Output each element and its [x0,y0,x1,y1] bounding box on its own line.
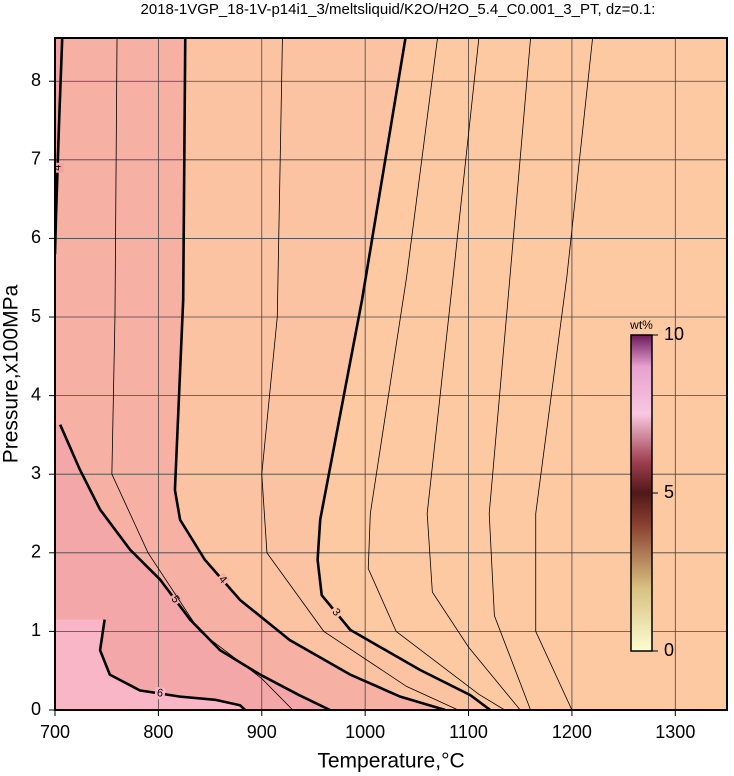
colorbar [630,334,653,652]
contour-line [261,38,459,710]
colorbar-tick-label: 0 [664,640,674,660]
colorbar-tick-label: 10 [664,324,684,344]
contour-line [316,38,492,710]
x-tick-label: 1100 [449,722,488,742]
contour-line [367,38,505,710]
x-tick-label: 800 [143,722,173,742]
y-tick-label: 5 [31,306,41,326]
y-axis-title: Pressure,x100MPa [0,284,23,463]
plot-area: 3 4 4 5 6 [51,38,727,710]
contour-line [111,38,294,710]
x-tick-label: 1200 [552,722,592,742]
contour-label-bg [55,162,64,173]
colorbar-label: wt% [629,318,653,332]
y-tick-label: 7 [31,149,41,169]
contour-fill [55,38,63,255]
x-axis-title: Temperature,°C [317,750,464,773]
y-tick-label: 2 [31,542,41,562]
y-tick-label: 4 [31,384,41,404]
contour-label-group: 3 [328,604,344,621]
colorbar-tick-label: 5 [664,482,674,502]
contour-label-group: 4 [214,572,231,588]
y-tick-label: 3 [31,463,41,483]
contour-label-group: 5 [167,591,183,608]
contour-label-bg [328,604,344,621]
y-tick-label: 1 [31,620,41,640]
contour-fill [55,38,446,710]
chart-title: 2018-1VGP_18-1V-p14i1_3/meltsliquid/K2O/… [141,1,656,18]
contour-label-bg [214,572,231,588]
x-tick-label: 1000 [345,722,385,742]
y-tick-label: 6 [31,227,41,247]
x-tick-label: 700 [40,722,70,742]
y-tick-label: 0 [31,699,41,719]
contour-line [488,38,531,710]
contour-line [426,38,521,710]
y-tick-label: 8 [31,70,41,90]
contour-label-group: 4 [51,162,64,173]
contour-label: 4 [51,164,63,171]
contour-line [535,38,593,710]
contour-label: 6 [156,687,164,700]
x-tick-label: 1300 [655,722,695,742]
x-tick-label: 900 [247,722,277,742]
contour-fill [55,424,331,710]
contour-label-bg [167,591,183,608]
contour-label-group: 6 [154,686,166,701]
contour-fill [55,619,246,710]
plot-frame [54,37,728,711]
contour-label-bg [154,686,166,701]
